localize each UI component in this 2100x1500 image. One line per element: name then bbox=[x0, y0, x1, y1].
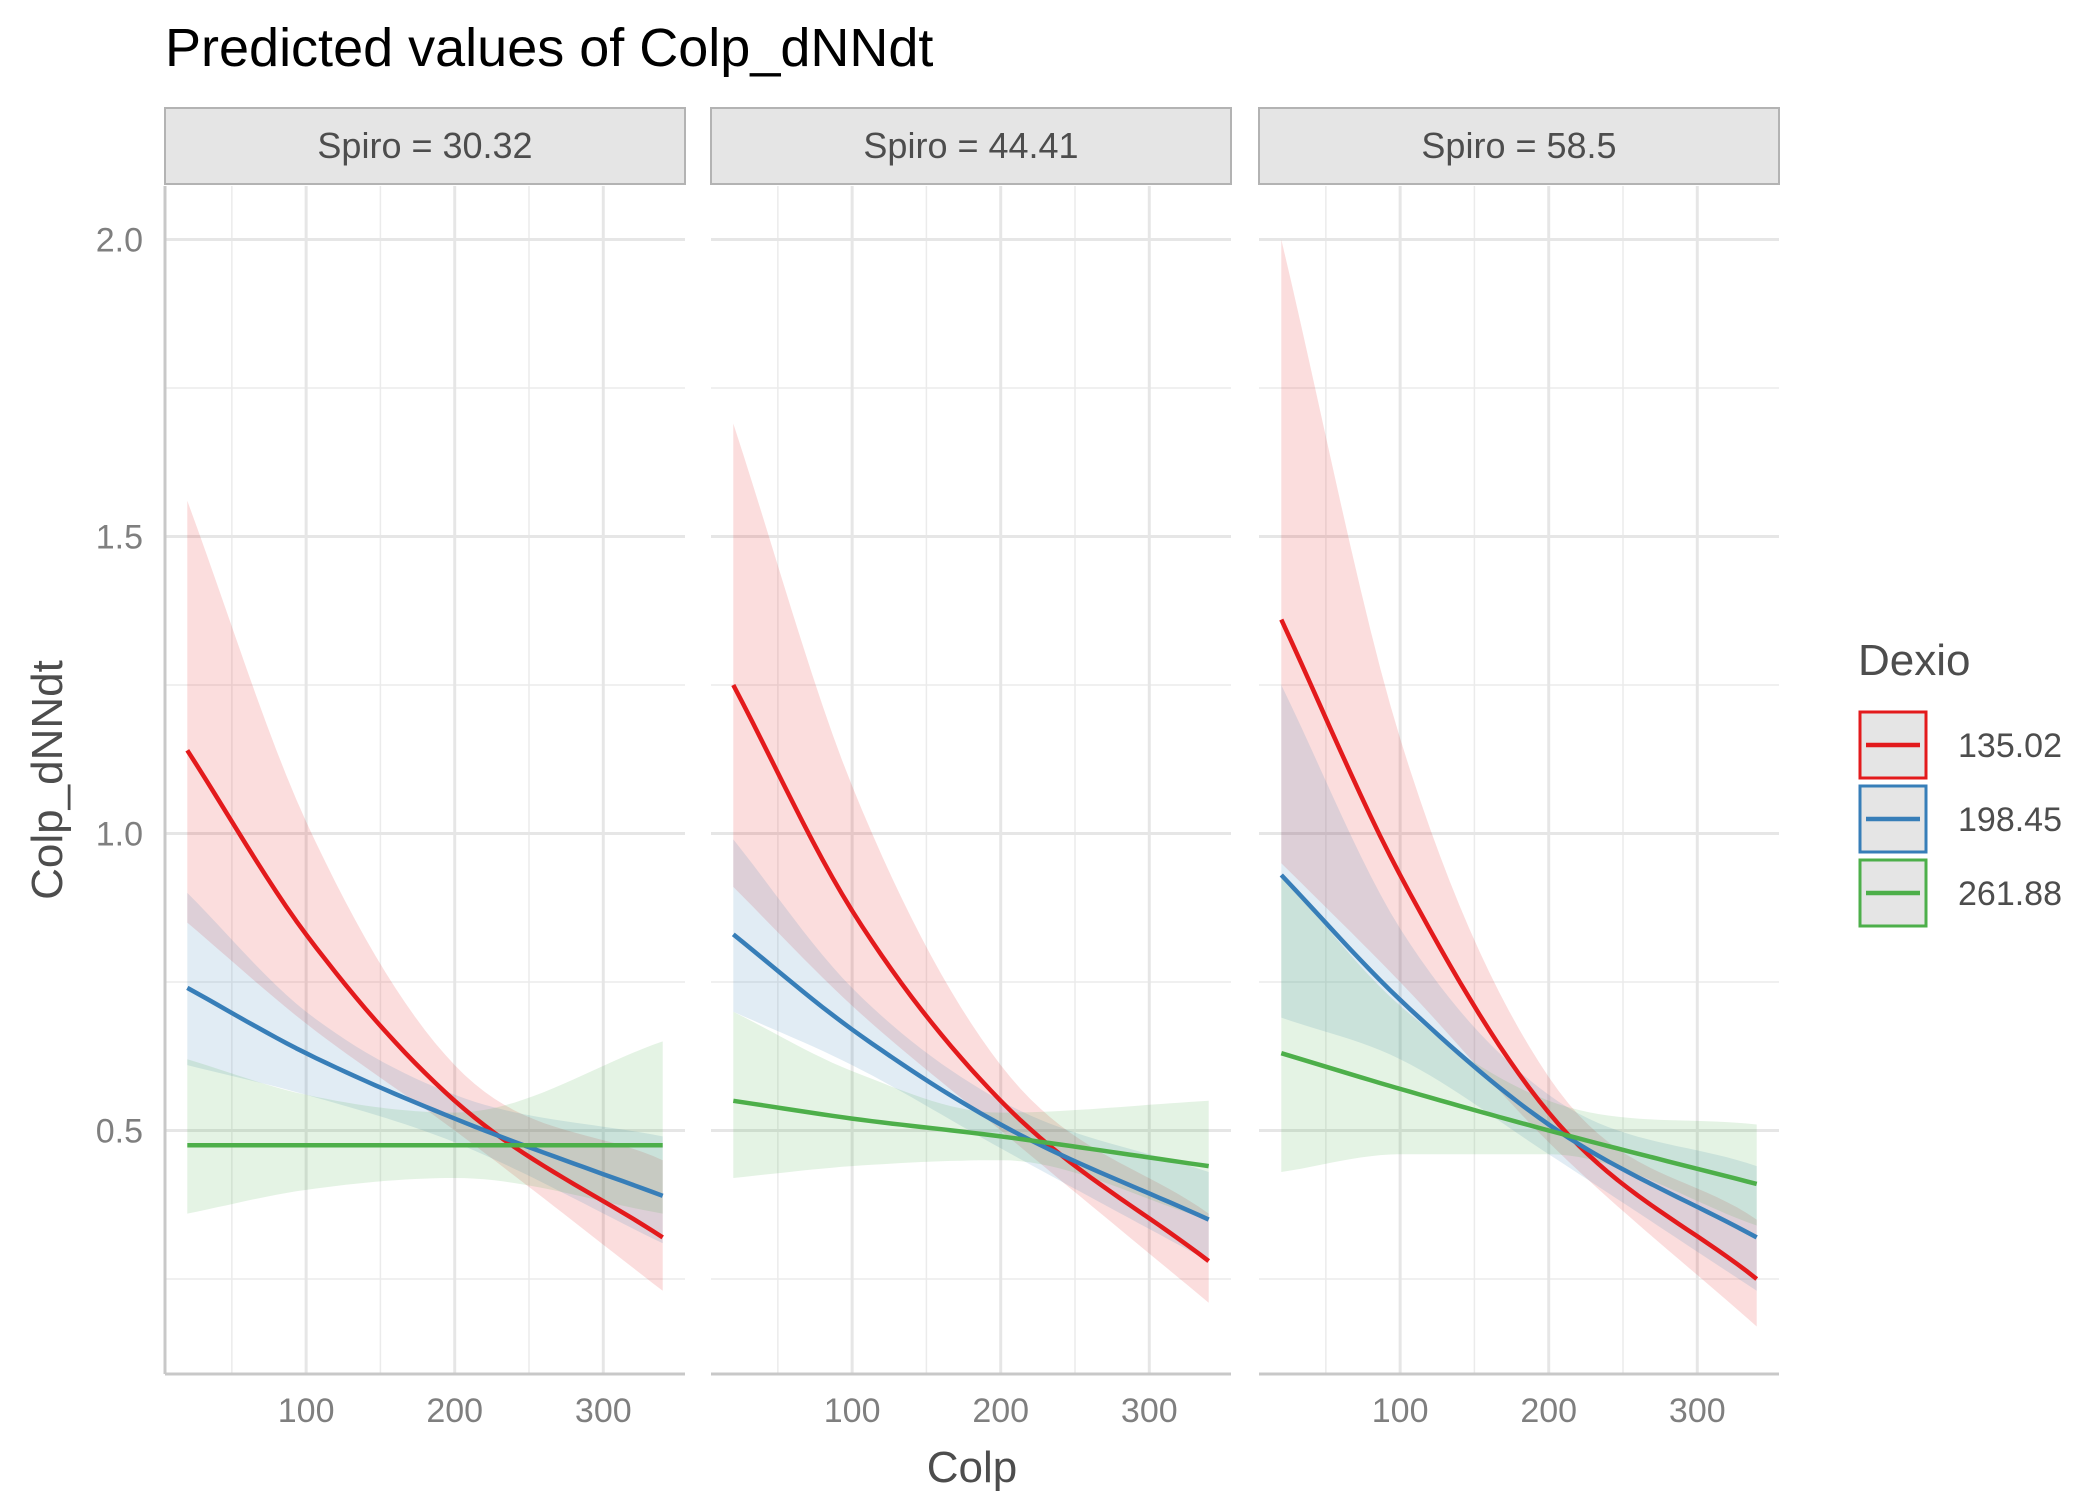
confidence-band-261.88 bbox=[187, 1041, 663, 1214]
confidence-band-198.45 bbox=[733, 839, 1209, 1262]
facet-panel: Spiro = 58.5 100 200 300 bbox=[1258, 107, 1780, 1430]
facet-panel: Spiro = 44.41 100 200 300 bbox=[710, 107, 1232, 1430]
legend-label: 198.45 bbox=[1958, 801, 2062, 839]
y-tick-label: 0.5 bbox=[96, 1112, 143, 1150]
legend-label: 135.02 bbox=[1958, 727, 2062, 765]
facet-strip bbox=[164, 107, 686, 185]
confidence-band-261.88 bbox=[1281, 875, 1757, 1226]
facet-strip-label: Spiro = 30.32 bbox=[317, 125, 532, 166]
legend: Dexio 135.02 198.45 261.88 bbox=[1858, 636, 2062, 928]
confidence-band-198.45 bbox=[1281, 685, 1757, 1291]
series-line-135.02 bbox=[185, 749, 664, 1240]
legend-title: Dexio bbox=[1858, 636, 1971, 685]
series-line-198.45 bbox=[1279, 873, 1758, 1240]
x-tick-label: 200 bbox=[972, 1392, 1029, 1430]
facet-strip bbox=[1258, 107, 1780, 185]
y-axis-title: Colp_dNNdt bbox=[23, 660, 72, 900]
legend-item: 198.45 bbox=[1858, 784, 2062, 854]
series-line-198.45 bbox=[186, 985, 664, 1198]
x-tick-label: 200 bbox=[426, 1392, 483, 1430]
facet-strip-label: Spiro = 58.5 bbox=[1421, 125, 1616, 166]
confidence-band-135.02 bbox=[733, 423, 1209, 1303]
series-line-261.88 bbox=[732, 1098, 1210, 1169]
confidence-band-198.45 bbox=[187, 892, 663, 1244]
legend-label: 261.88 bbox=[1958, 875, 2062, 913]
facet-strip-label: Spiro = 44.41 bbox=[863, 125, 1078, 166]
chart-title: Predicted values of Colp_dNNdt bbox=[165, 18, 933, 78]
series-line-198.45 bbox=[731, 932, 1210, 1222]
facet-strip bbox=[710, 107, 1232, 185]
facet-panel: Spiro = 30.32 0.5 1.0 1.5 2.0 100 200 300 bbox=[96, 107, 686, 1430]
x-tick-label: 100 bbox=[1372, 1392, 1429, 1430]
x-tick-label: 100 bbox=[278, 1392, 335, 1430]
legend-item: 135.02 bbox=[1858, 710, 2062, 780]
y-tick-label: 2.0 bbox=[96, 221, 143, 259]
x-axis-title: Colp bbox=[927, 1443, 1018, 1492]
x-tick-label: 300 bbox=[575, 1392, 632, 1430]
series-line-261.88 bbox=[1280, 1051, 1758, 1187]
y-tick-label: 1.0 bbox=[96, 815, 143, 853]
x-tick-label: 300 bbox=[1669, 1392, 1726, 1430]
x-tick-label: 200 bbox=[1520, 1392, 1577, 1430]
x-tick-label: 100 bbox=[824, 1392, 881, 1430]
y-tick-label: 1.5 bbox=[96, 518, 143, 556]
x-tick-label: 300 bbox=[1121, 1392, 1178, 1430]
series-line-135.02 bbox=[731, 683, 1211, 1263]
confidence-band-135.02 bbox=[1281, 239, 1757, 1327]
confidence-band-135.02 bbox=[187, 500, 663, 1291]
series-line-135.02 bbox=[1279, 618, 1759, 1281]
legend-item: 261.88 bbox=[1858, 858, 2062, 928]
